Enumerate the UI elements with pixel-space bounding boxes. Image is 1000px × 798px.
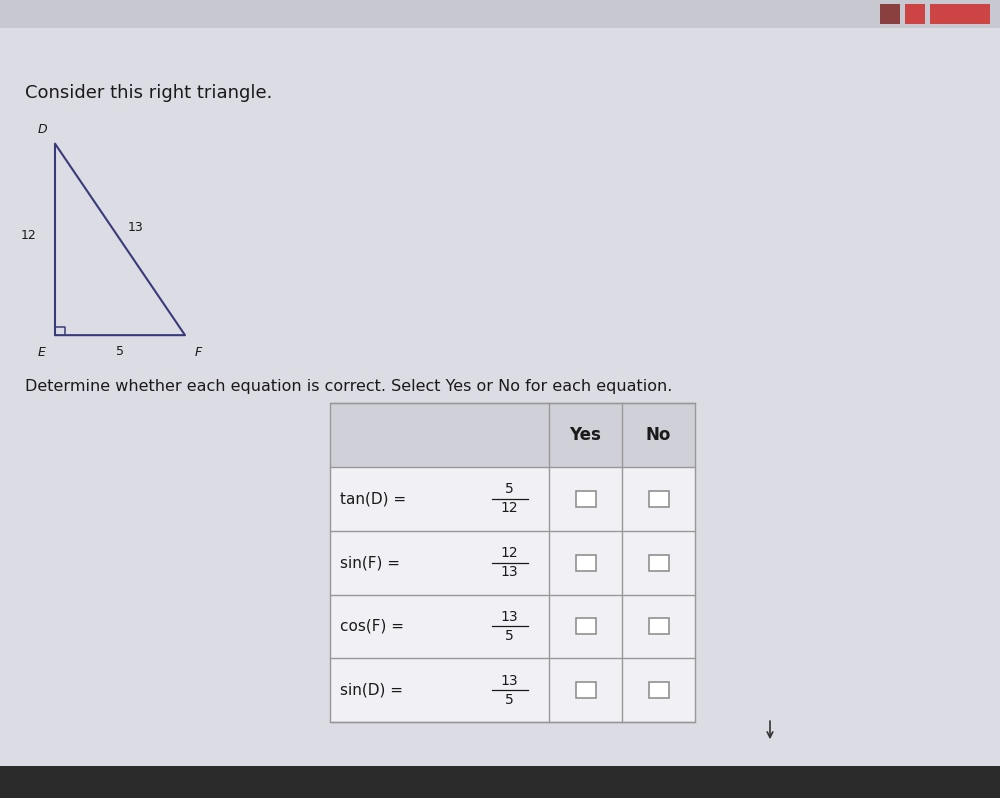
Text: cos(F) =: cos(F) = (340, 619, 404, 634)
Text: Consider this right triangle.: Consider this right triangle. (25, 84, 272, 102)
Text: 13: 13 (128, 221, 144, 234)
FancyBboxPatch shape (576, 618, 596, 634)
Bar (330, 595, 695, 658)
Text: F: F (194, 346, 202, 359)
Text: sin(F) =: sin(F) = (340, 555, 400, 570)
Text: 13: 13 (501, 674, 518, 688)
FancyBboxPatch shape (576, 555, 596, 571)
Text: 12: 12 (501, 546, 518, 560)
Text: 5: 5 (505, 693, 514, 707)
FancyBboxPatch shape (648, 555, 668, 571)
FancyBboxPatch shape (648, 618, 668, 634)
FancyBboxPatch shape (648, 682, 668, 698)
Text: 12: 12 (501, 501, 518, 516)
FancyBboxPatch shape (648, 491, 668, 507)
Bar (330, 403, 695, 722)
Bar (330, 467, 695, 531)
Text: 5: 5 (116, 345, 124, 358)
FancyBboxPatch shape (576, 682, 596, 698)
Text: tan(D) =: tan(D) = (340, 492, 406, 506)
Text: 13: 13 (501, 610, 518, 624)
Text: E: E (38, 346, 46, 359)
Bar (330, 531, 695, 595)
Bar (905, 4, 925, 24)
Bar (0, 766, 1000, 798)
Text: 13: 13 (501, 565, 518, 579)
Text: 5: 5 (505, 482, 514, 496)
Bar (930, 4, 990, 24)
Text: D: D (37, 123, 47, 136)
Text: No: No (646, 426, 671, 444)
Bar (330, 658, 695, 722)
Text: Yes: Yes (570, 426, 601, 444)
FancyBboxPatch shape (576, 491, 596, 507)
Text: 5: 5 (505, 629, 514, 643)
Bar (0, 0, 1000, 28)
Bar (880, 4, 900, 24)
Text: sin(D) =: sin(D) = (340, 683, 403, 697)
Text: Determine whether each equation is correct. Select Yes or No for each equation.: Determine whether each equation is corre… (25, 379, 672, 394)
Text: 12: 12 (20, 229, 36, 242)
Bar (330, 403, 695, 467)
